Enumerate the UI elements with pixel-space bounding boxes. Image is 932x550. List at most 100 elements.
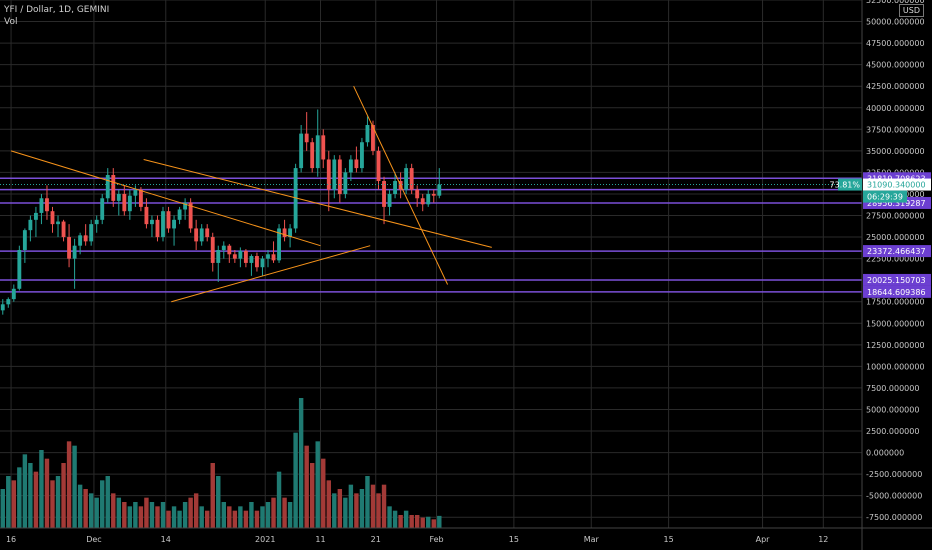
volume-bar — [315, 441, 320, 528]
candle-body — [172, 219, 176, 229]
volume-bar — [111, 493, 116, 528]
candle-body — [243, 250, 248, 263]
candle-body — [238, 250, 243, 259]
candle-body — [227, 245, 232, 255]
volume-bar — [309, 463, 315, 528]
y-tick-label: 5000.000000 — [866, 405, 919, 414]
candle-body — [304, 133, 309, 143]
candle-body — [155, 219, 160, 238]
volume-bar — [260, 506, 265, 528]
volume-bar — [437, 515, 442, 528]
candle-body — [382, 181, 386, 207]
volume-bar — [155, 506, 160, 528]
volume-bar — [133, 502, 138, 528]
volume-bar — [55, 476, 61, 528]
volume-bar — [33, 471, 39, 528]
candle-body — [354, 159, 359, 169]
volume-bar — [254, 510, 260, 528]
volume-bar — [326, 480, 331, 528]
candle-body — [205, 228, 210, 238]
price-level-badge[interactable] — [863, 245, 931, 258]
volume-bar — [403, 510, 409, 528]
x-tick-label: Feb — [429, 535, 443, 544]
y-tick-label: 47500.000000 — [866, 39, 925, 48]
volume-bar — [276, 471, 282, 528]
volume-bar — [66, 441, 72, 528]
volume-bar — [304, 445, 309, 528]
candle-body — [260, 258, 265, 268]
price-change-badge — [838, 178, 862, 191]
volume-bar — [271, 497, 276, 528]
volume-bar — [398, 515, 403, 528]
candle-body — [337, 159, 342, 194]
volume-bar — [332, 493, 337, 528]
candle-body — [232, 254, 237, 259]
volume-bar — [116, 497, 122, 528]
candle-body — [22, 230, 27, 250]
volume-bar — [61, 463, 66, 528]
volume-bar — [77, 484, 83, 528]
volume-bar — [420, 517, 425, 528]
volume-bar — [216, 476, 221, 528]
candle-body — [72, 245, 77, 259]
volume-bar — [243, 510, 249, 528]
y-tick-label: 17500.000000 — [866, 298, 925, 307]
y-tick-label: 12500.000000 — [866, 341, 925, 350]
currency-button[interactable]: USD — [898, 4, 924, 17]
volume-bar — [392, 510, 398, 528]
price-level-badge[interactable] — [863, 285, 931, 298]
candle-body — [359, 142, 364, 169]
candle-body — [183, 202, 188, 210]
candle-body — [431, 193, 436, 196]
y-tick-label: 42500.000000 — [866, 82, 925, 91]
volume-bar — [282, 497, 287, 528]
candle-body — [371, 124, 375, 151]
candle-body — [393, 181, 398, 194]
candle-body — [11, 288, 16, 300]
volume-bar — [387, 506, 392, 528]
volume-label: Vol — [4, 17, 18, 27]
candle-body — [89, 224, 94, 242]
volume-bar — [138, 506, 144, 528]
volume-bar — [171, 506, 177, 528]
volume-bar — [370, 484, 376, 528]
volume-bar — [28, 463, 33, 528]
candle-body — [83, 235, 88, 242]
price-level-badge-label: 23372.466437 — [867, 247, 926, 256]
y-tick-label: 25000.000000 — [866, 233, 925, 242]
candle-body — [105, 174, 110, 199]
volume-bar — [321, 458, 326, 528]
volume-bar — [227, 506, 232, 528]
trendline[interactable] — [143, 158, 492, 248]
candle-body — [6, 299, 11, 305]
volume-bar — [293, 432, 298, 528]
candle-body — [150, 219, 154, 225]
price-level-badge[interactable] — [863, 273, 931, 286]
candle-body — [404, 168, 409, 190]
candle-body — [216, 249, 221, 263]
volume-bar — [94, 497, 99, 528]
candle-body — [194, 228, 199, 242]
volume-bar — [431, 519, 436, 528]
candle-body — [266, 254, 270, 259]
chart-legend: YFI / Dollar, 1D, GEMINI Vol — [4, 4, 109, 28]
trendline[interactable] — [353, 85, 449, 285]
volume-bar — [426, 516, 431, 528]
y-tick-label: 10000.000000 — [866, 362, 925, 371]
candle-body — [122, 193, 127, 212]
candle-body — [50, 211, 55, 225]
trendline[interactable] — [10, 150, 321, 247]
volume-bar — [127, 506, 133, 528]
volume-bar — [166, 510, 171, 528]
candle-body — [17, 249, 22, 289]
candle-body — [161, 211, 165, 238]
volume-bar — [44, 458, 50, 528]
candle-body — [144, 206, 149, 225]
candle-body — [111, 174, 116, 201]
trendline[interactable] — [171, 245, 371, 303]
candle-body — [255, 256, 259, 268]
volume-bar — [188, 497, 193, 528]
